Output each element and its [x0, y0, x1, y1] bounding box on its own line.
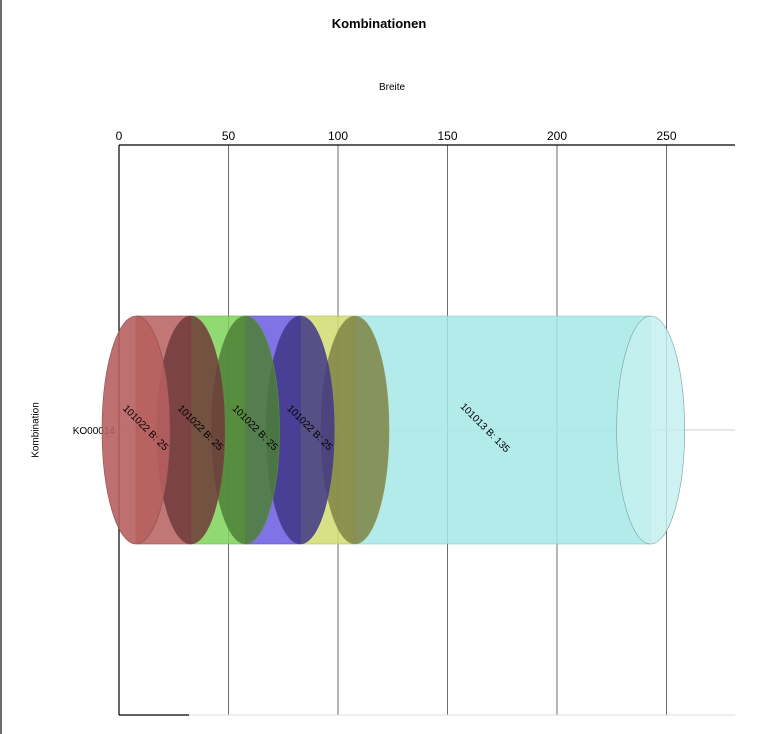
x-tick-label: 50	[222, 129, 236, 143]
category-label: KO00014	[73, 426, 116, 437]
cylinder-segment-body	[354, 315, 651, 545]
x-tick-label: 200	[547, 129, 567, 143]
x-tick-label: 250	[656, 129, 676, 143]
x-axis-title: Breite	[378, 82, 406, 93]
chart-title: Kombinationen	[331, 16, 427, 31]
cylinder-start-cap	[101, 315, 171, 545]
x-tick-label: 0	[116, 129, 123, 143]
x-tick-label: 150	[437, 129, 457, 143]
window-left-border	[0, 0, 2, 734]
cylinder-segment-cap	[616, 315, 685, 545]
x-tick-label: 100	[328, 129, 348, 143]
